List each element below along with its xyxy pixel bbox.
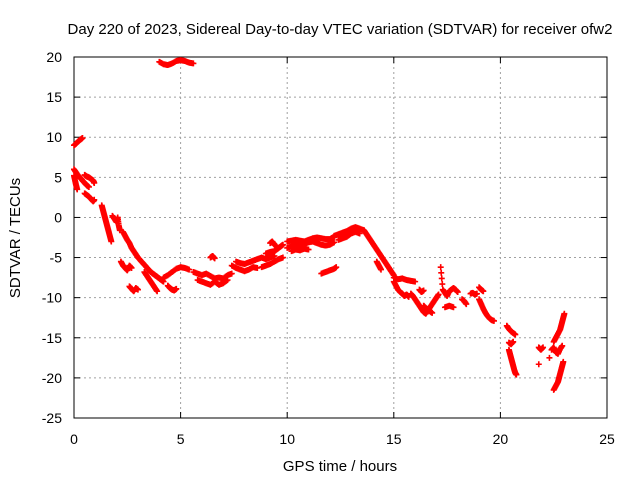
x-tick-label: 0 [70,431,78,447]
data-point [450,304,457,311]
data-point [535,361,542,368]
data-point [173,285,180,292]
data-point [211,255,218,262]
data-point [438,269,445,276]
x-tick-label: 10 [279,431,295,447]
y-tick-label: -15 [42,330,62,346]
data-point [463,301,470,308]
data-point [223,277,230,284]
data-point [154,288,161,295]
x-tick-label: 5 [177,431,185,447]
x-tick-label: 20 [493,431,509,447]
y-tick-label: 20 [46,49,62,65]
data-point [473,290,480,297]
plot-border [73,56,608,419]
y-tick-label: 15 [46,89,62,105]
data-point [561,310,568,317]
y-tick-label: -25 [42,410,62,426]
data-point [560,358,567,365]
data-point [333,264,340,271]
data-point [412,278,419,285]
data-point [513,371,520,378]
data-point [79,135,86,142]
data-point [420,287,427,294]
x-tick-label: 25 [599,431,615,447]
data-point [438,275,445,282]
data-point [85,183,92,190]
data-point [439,281,446,288]
data-point [559,342,566,349]
data-point [228,270,235,277]
data-point [273,243,280,250]
data-points [71,57,568,393]
y-tick-label: 10 [46,129,62,145]
data-point [491,317,498,324]
data-point [435,291,442,298]
data-point [91,196,98,203]
y-tick-label: 0 [54,209,62,225]
data-point [224,277,231,284]
grid-lines [74,57,607,418]
data-point [186,266,193,273]
data-point [437,264,444,271]
data-point [378,266,385,273]
chart-title: Day 220 of 2023, Sidereal Day-to-day VTE… [68,21,613,38]
y-tick-label: -20 [42,370,62,386]
data-point [190,60,197,67]
data-point [546,354,553,361]
data-point [116,227,123,234]
data-point [480,288,487,295]
y-tick-label: -5 [50,250,63,266]
y-tick-label: 5 [54,169,62,185]
data-point [134,286,141,293]
data-point [512,331,519,338]
data-point [254,264,261,271]
data-point [279,241,286,248]
data-point [540,344,547,351]
tick-labels: 0 5 10 15 20 25 -25 -20 -15 -10 -5 0 5 10 15 20 [42,49,615,447]
data-point [74,186,81,193]
x-tick-label: 15 [386,431,402,447]
data-point [331,239,338,246]
x-axis-label: GPS time / hours [283,458,397,475]
data-point [454,289,461,296]
data-point [108,238,115,245]
y-axis-label: SDTVAR / TECUs [7,178,24,298]
data-point [128,264,135,271]
data-point [510,338,517,345]
data-point [91,179,98,186]
data-point [429,309,436,316]
data-point [356,230,363,237]
data-point [279,254,286,261]
data-point [305,246,312,253]
y-tick-label: -10 [42,290,62,306]
